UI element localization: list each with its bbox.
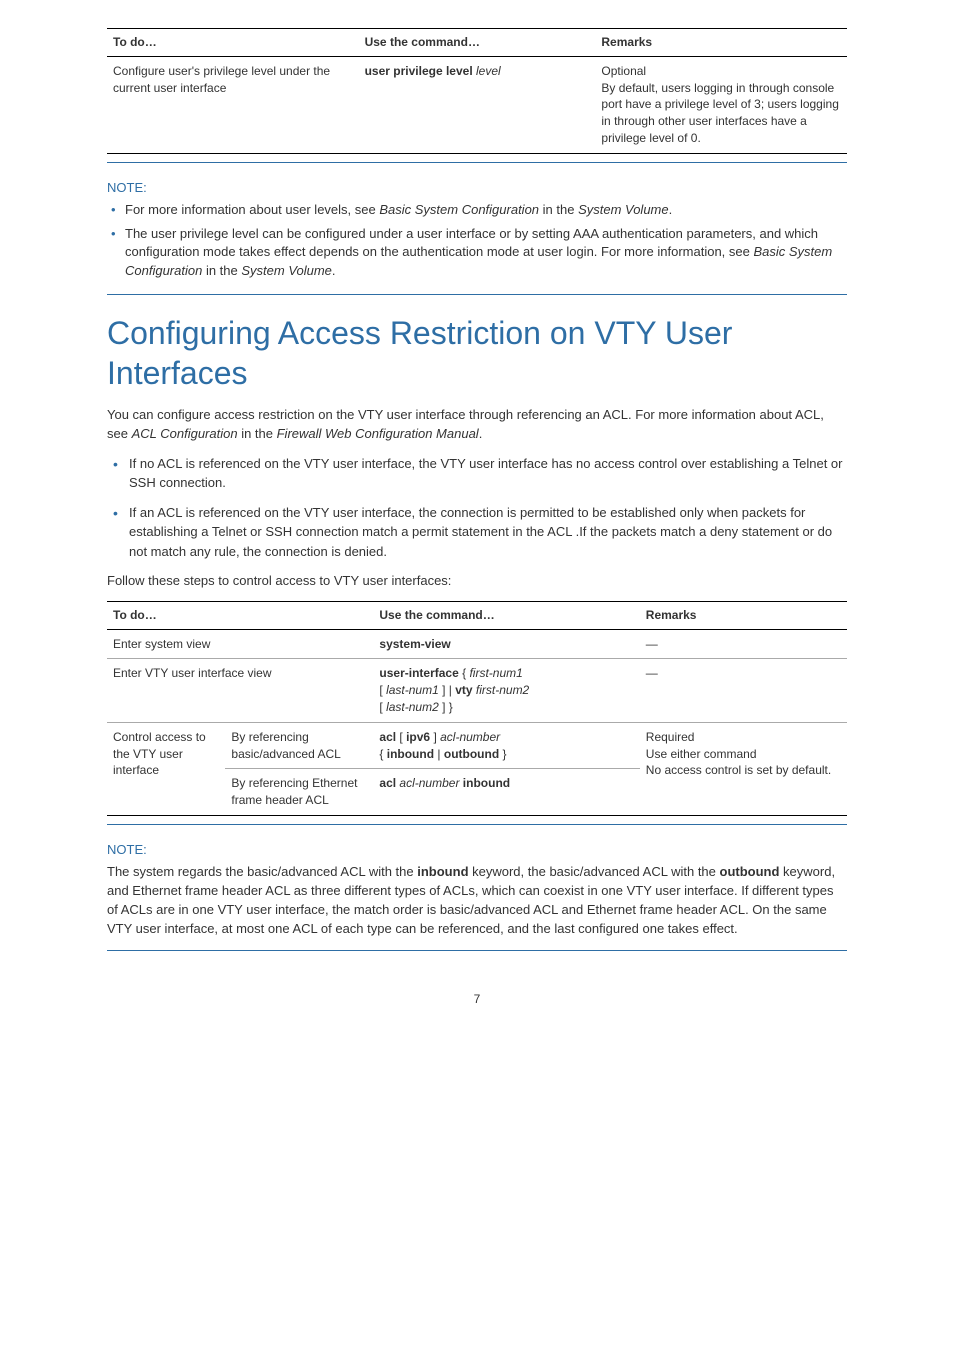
b4: inbound	[463, 776, 510, 790]
r3-cmdA: acl [ ipv6 ] acl-number { inbound | outb…	[373, 722, 639, 769]
b2: acl-number	[399, 776, 459, 790]
a2: ipv6	[406, 730, 430, 744]
r3c1: Control access to the VTY user interface	[107, 722, 225, 815]
note1-item-0: • For more information about user levels…	[125, 201, 847, 219]
n2-t3: .	[332, 263, 336, 278]
a4: acl-number	[440, 730, 500, 744]
n1-t3: .	[669, 202, 673, 217]
a6: inbound	[387, 747, 434, 761]
r2c1: Enter VTY user interface view	[107, 659, 373, 722]
td-cmd: user privilege level level	[359, 56, 596, 153]
r3-subB: By referencing Ethernet frame header ACL	[225, 769, 373, 816]
n2-i2: System Volume	[241, 263, 332, 278]
n2p2: keyword, the basic/advanced ACL with the	[469, 864, 720, 879]
r3-subA: By referencing basic/advanced ACL	[225, 722, 373, 769]
r3-cmdB: acl acl-number inbound	[373, 769, 639, 816]
page-number: 7	[107, 991, 847, 1008]
bullet-icon: •	[111, 225, 122, 243]
n2b1: inbound	[417, 864, 468, 879]
n2-t1: The user privilege level can be configur…	[125, 226, 818, 259]
r1c2-b: system-view	[379, 637, 450, 651]
th-remarks: Remarks	[595, 29, 847, 57]
r1c2: system-view	[373, 629, 639, 659]
n2-t2: in the	[202, 263, 241, 278]
p0: user-interface	[379, 666, 458, 680]
r1c1: Enter system view	[107, 629, 373, 659]
mh-cmd: Use the command…	[373, 601, 639, 629]
intro-i2: Firewall Web Configuration Manual	[277, 426, 479, 441]
page-title: Configuring Access Restriction on VTY Us…	[107, 313, 847, 393]
mh-remarks: Remarks	[640, 601, 847, 629]
note-block-1: NOTE: • For more information about user …	[107, 162, 847, 295]
p6: vty	[455, 683, 472, 697]
follow-line: Follow these steps to control access to …	[107, 571, 847, 591]
td-todo: Configure user's privilege level under t…	[107, 56, 359, 153]
p4: last-num1	[386, 683, 439, 697]
n1-i2: System Volume	[578, 202, 669, 217]
n2b2: outbound	[720, 864, 780, 879]
bullet-icon: •	[111, 201, 122, 219]
b0: acl	[379, 776, 396, 790]
main-table: To do… Use the command… Remarks Enter sy…	[107, 601, 847, 816]
top-table: To do… Use the command… Remarks Configur…	[107, 28, 847, 154]
p5: ] |	[439, 683, 455, 697]
r2c3: —	[640, 659, 847, 722]
p8: first-num2	[476, 683, 529, 697]
note2-label: NOTE:	[107, 841, 847, 859]
note1-item-1: • The user privilege level can be config…	[125, 225, 847, 280]
th-todo: To do…	[107, 29, 359, 57]
a8: outbound	[444, 747, 499, 761]
body-bullets: If no ACL is referenced on the VTY user …	[107, 454, 847, 562]
a9: }	[499, 747, 506, 761]
a0: acl	[379, 730, 396, 744]
note-block-2: NOTE: The system regards the basic/advan…	[107, 824, 847, 952]
p1: {	[459, 666, 470, 680]
note2-body: The system regards the basic/advanced AC…	[107, 863, 847, 938]
a5: {	[379, 747, 386, 761]
n1-t2: in the	[539, 202, 578, 217]
p2: first-num1	[469, 666, 522, 680]
n1-i1: Basic System Configuration	[379, 202, 539, 217]
intro-paragraph: You can configure access restriction on …	[107, 405, 847, 444]
r2c2: user-interface { first-num1 [ last-num1 …	[373, 659, 639, 722]
cmd-italic: level	[473, 64, 501, 78]
intro-i1: ACL Configuration	[132, 426, 238, 441]
a7: |	[434, 747, 444, 761]
n2p1: The system regards the basic/advanced AC…	[107, 864, 417, 879]
r1c3: —	[640, 629, 847, 659]
a1: [	[396, 730, 406, 744]
bullet-0: If no ACL is referenced on the VTY user …	[129, 454, 847, 493]
r3-remarks: Required Use either command No access co…	[640, 722, 847, 815]
a3: ]	[430, 730, 440, 744]
mh-todo: To do…	[107, 601, 373, 629]
intro-t2: in the	[238, 426, 277, 441]
n1-t1: For more information about user levels, …	[125, 202, 379, 217]
cmd-bold: user privilege level	[365, 64, 473, 78]
td-remarks: Optional By default, users logging in th…	[595, 56, 847, 153]
note-label: NOTE:	[107, 179, 847, 197]
th-cmd: Use the command…	[359, 29, 596, 57]
p10: last-num2	[386, 700, 439, 714]
intro-t3: .	[479, 426, 483, 441]
p11: ] }	[439, 700, 453, 714]
bullet-1: If an ACL is referenced on the VTY user …	[129, 503, 847, 562]
